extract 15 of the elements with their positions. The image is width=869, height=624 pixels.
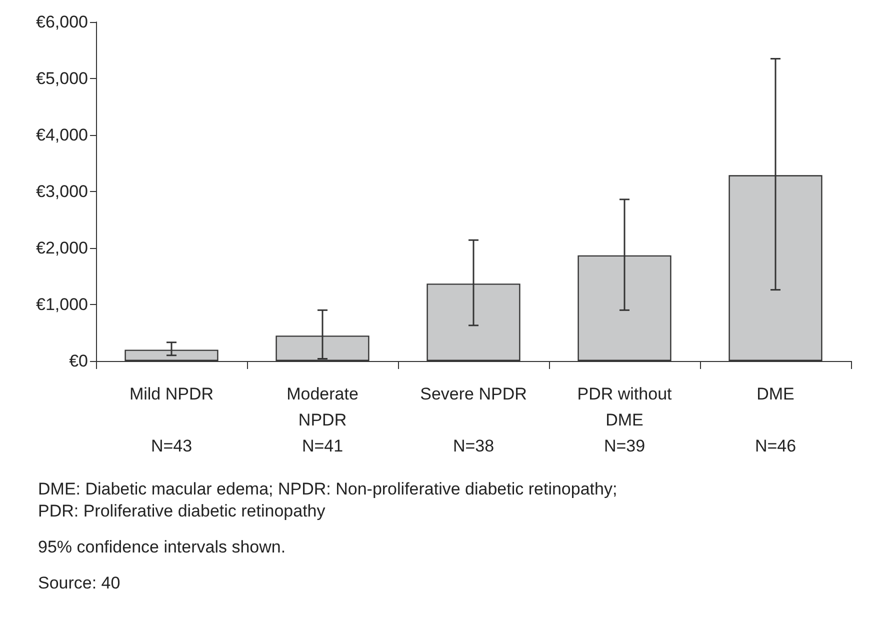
category-label: Severe NPDR N=38	[420, 384, 527, 456]
y-tick-label: €5,000	[36, 69, 88, 88]
y-tick-label: €3,000	[36, 182, 88, 201]
y-tick-label: €0	[69, 352, 88, 370]
x-tick-label: Moderate NPDR N=41	[286, 384, 358, 456]
category-label: Mild NPDR N=43	[129, 384, 214, 456]
text: 95% confidence intervals shown.	[38, 538, 286, 556]
y-tick-label: €6,000	[36, 12, 88, 32]
y-tick-label: €4,000	[36, 126, 88, 144]
x-tick-label: PDR without DME N=39	[577, 384, 672, 456]
source-note: Source: 40	[38, 574, 120, 592]
text: DME: Diabetic macular edema; NPDR: Non-proliferative diabetic retinopathy; PDR: Proliferative diabetic retinopathy	[38, 480, 618, 520]
y-tick-label: €2,000	[36, 238, 88, 258]
y-tick-label: €1,000	[36, 295, 88, 314]
category-label: DME N=46	[754, 384, 796, 456]
